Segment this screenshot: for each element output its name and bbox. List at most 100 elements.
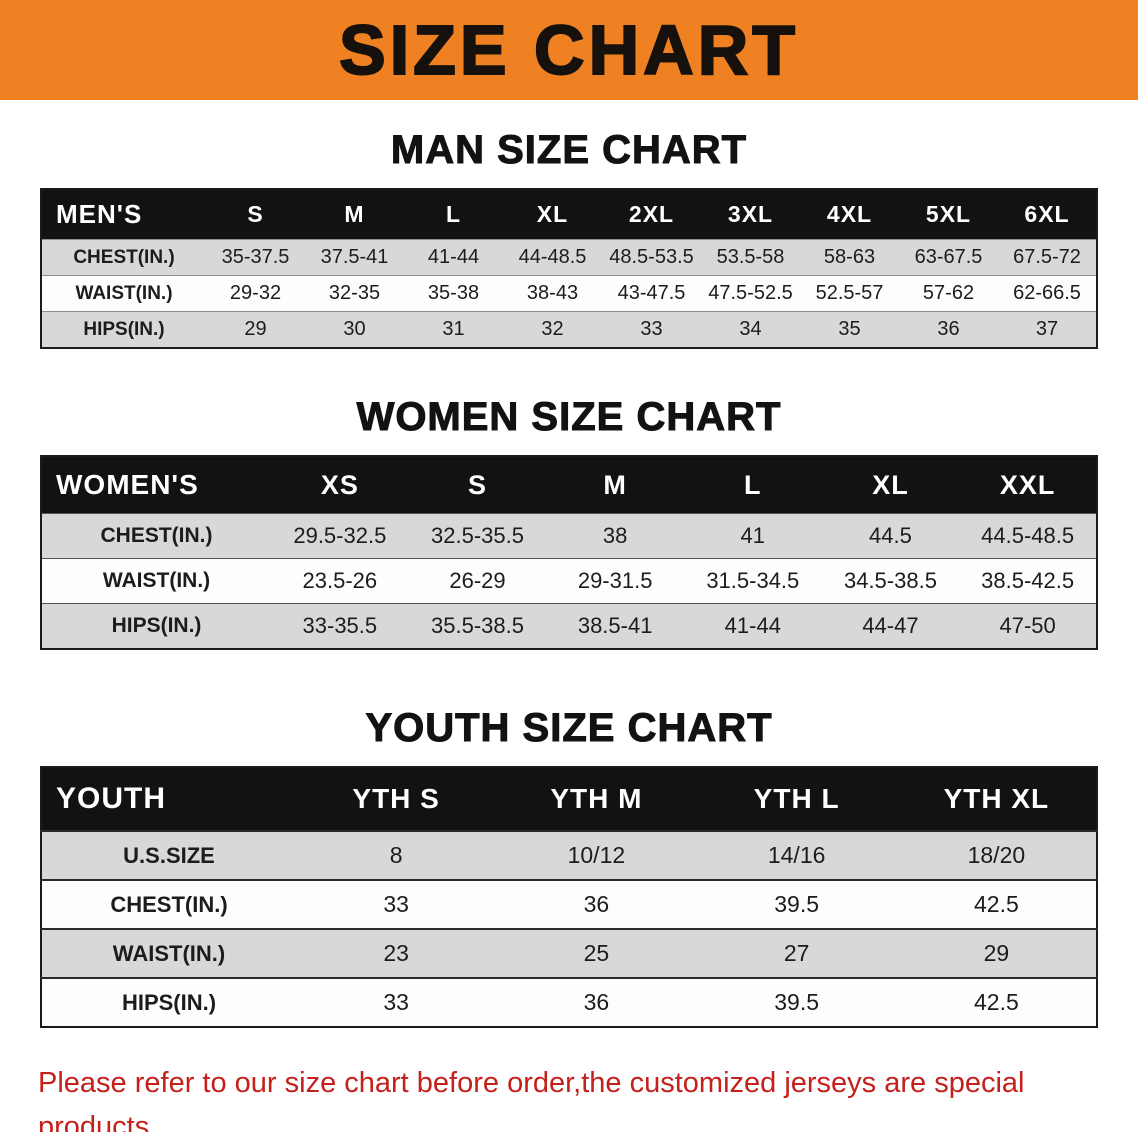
page-title: SIZE CHART [338,11,799,89]
size-column-header: XL [821,456,960,514]
size-value-cell: 8 [296,830,497,880]
size-column-header: YTH XL [896,767,1097,831]
size-value-cell: 31.5-34.5 [683,558,822,604]
size-value-cell: 27 [696,928,897,978]
size-column-header: 5XL [899,189,998,240]
size-value-cell: 58-63 [800,239,899,276]
size-value-cell: 41 [683,513,822,559]
size-value-cell: 38-43 [503,275,602,312]
size-value-cell: 23.5-26 [271,558,409,604]
size-column-header: L [683,456,822,514]
size-value-cell: 53.5-58 [701,239,800,276]
size-column-header: 6XL [998,189,1097,240]
size-value-cell: 38 [546,513,684,559]
row-label: HIPS(IN.) [41,603,271,649]
size-value-cell: 36 [496,879,697,929]
table-corner-label: YOUTH [41,767,296,831]
size-value-cell: 41-44 [683,603,822,649]
size-value-cell: 44.5-48.5 [959,513,1097,559]
size-value-cell: 35 [800,311,899,348]
size-value-cell: 47-50 [959,603,1097,649]
women-size-section: WOMEN SIZE CHART WOMEN'S XS S M L XL XXL CHEST(… [0,395,1138,650]
row-label: WAIST(IN.) [41,558,271,604]
table-row: CHEST(IN.) 33 36 39.5 42.5 [41,879,1097,929]
size-value-cell: 35.5-38.5 [408,603,547,649]
size-value-cell: 39.5 [696,879,897,929]
size-value-cell: 23 [296,928,497,978]
row-label: CHEST(IN.) [41,239,206,276]
row-label: WAIST(IN.) [41,928,296,978]
size-column-header: 4XL [800,189,899,240]
size-value-cell: 29-32 [206,275,305,312]
size-value-cell: 18/20 [896,830,1097,880]
size-value-cell: 37.5-41 [305,239,404,276]
size-column-header: XL [503,189,602,240]
size-column-header: YTH M [496,767,697,831]
men-size-section: MAN SIZE CHART MEN'S S M L XL 2XL 3XL 4XL 5XL 6XL… [0,128,1138,349]
size-column-header: XXL [959,456,1097,514]
table-row: HIPS(IN.) 33-35.5 35.5-38.5 38.5-41 41-44 44-… [41,603,1097,649]
size-value-cell: 43-47.5 [602,275,701,312]
size-value-cell: 62-66.5 [998,275,1097,312]
row-label: WAIST(IN.) [41,275,206,312]
size-value-cell: 30 [305,311,404,348]
size-value-cell: 29 [206,311,305,348]
size-value-cell: 42.5 [896,879,1097,929]
size-value-cell: 52.5-57 [800,275,899,312]
table-row: CHEST(IN.) 29.5-32.5 32.5-35.5 38 41 44.5 44.5… [41,513,1097,559]
women-section-heading: WOMEN SIZE CHART [356,395,782,440]
table-row: U.S.SIZE 8 10/12 14/16 18/20 [41,830,1097,880]
size-column-header: L [404,189,503,240]
size-value-cell: 34.5-38.5 [821,558,960,604]
size-value-cell: 29.5-32.5 [271,513,409,559]
size-value-cell: 35-37.5 [206,239,305,276]
size-value-cell: 38.5-42.5 [959,558,1097,604]
men-section-heading: MAN SIZE CHART [390,128,748,173]
table-row: WAIST(IN.) 23 25 27 29 [41,928,1097,978]
size-value-cell: 34 [701,311,800,348]
table-row: HIPS(IN.) 29 30 31 32 33 34 35 36 37 [41,311,1097,348]
size-value-cell: 37 [998,311,1097,348]
banner: SIZE CHART [0,0,1138,100]
row-label: HIPS(IN.) [41,977,296,1027]
table-header-row: YOUTH YTH S YTH M YTH L YTH XL [41,767,1097,831]
size-value-cell: 29 [896,928,1097,978]
row-label: U.S.SIZE [41,830,296,880]
table-header-row: MEN'S S M L XL 2XL 3XL 4XL 5XL 6XL [41,189,1097,240]
size-value-cell: 26-29 [408,558,547,604]
table-row: HIPS(IN.) 33 36 39.5 42.5 [41,977,1097,1027]
row-label: HIPS(IN.) [41,311,206,348]
row-label: CHEST(IN.) [41,513,271,559]
size-value-cell: 41-44 [404,239,503,276]
size-value-cell: 44-48.5 [503,239,602,276]
size-column-header: YTH S [296,767,497,831]
size-value-cell: 32.5-35.5 [408,513,547,559]
table-corner-label: WOMEN'S [41,456,271,514]
size-value-cell: 44-47 [821,603,960,649]
size-value-cell: 31 [404,311,503,348]
size-value-cell: 44.5 [821,513,960,559]
size-value-cell: 32 [503,311,602,348]
size-value-cell: 10/12 [496,830,697,880]
size-column-header: S [408,456,547,514]
size-value-cell: 38.5-41 [546,603,684,649]
size-value-cell: 67.5-72 [998,239,1097,276]
table-header-row: WOMEN'S XS S M L XL XXL [41,456,1097,514]
size-value-cell: 35-38 [404,275,503,312]
row-label: CHEST(IN.) [41,879,296,929]
youth-size-table: YOUTH YTH S YTH M YTH L YTH XL U.S.SIZE 8 10/12… [40,766,1098,1028]
size-value-cell: 39.5 [696,977,897,1027]
size-value-cell: 47.5-52.5 [701,275,800,312]
size-value-cell: 14/16 [696,830,897,880]
size-value-cell: 29-31.5 [546,558,684,604]
men-size-table: MEN'S S M L XL 2XL 3XL 4XL 5XL 6XL CHEST(IN.) 35-37… [40,188,1098,349]
size-column-header: 3XL [701,189,800,240]
size-value-cell: 33-35.5 [271,603,409,649]
size-value-cell: 36 [496,977,697,1027]
size-column-header: M [546,456,684,514]
size-value-cell: 36 [899,311,998,348]
women-size-table: WOMEN'S XS S M L XL XXL CHEST(IN.) 29.5-32.5 32.5… [40,455,1098,650]
footer-note: Please refer to our size chart before or… [38,1062,1100,1132]
size-value-cell: 32-35 [305,275,404,312]
